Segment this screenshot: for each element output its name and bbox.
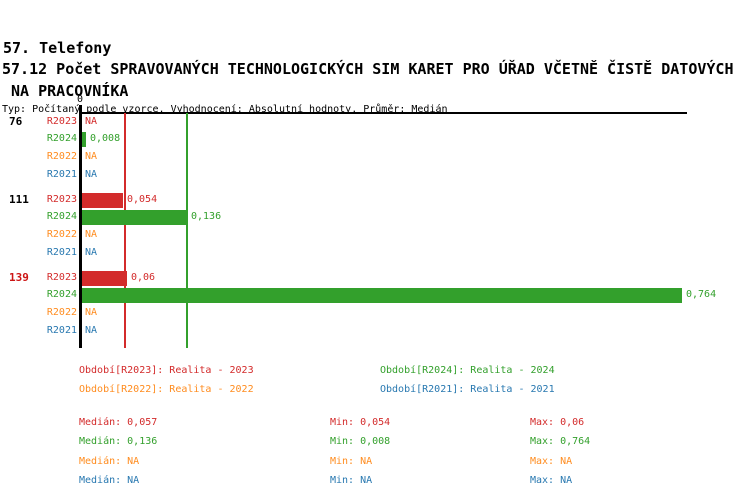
bar-value-label-R2022: NA [85, 229, 98, 240]
bar-R2023 [82, 271, 127, 286]
stat-min-R2021: Min: NA [330, 475, 373, 486]
bar-value-label-R2024: 0,764 [686, 289, 717, 300]
stat-min-R2024: Min: 0,008 [330, 436, 391, 447]
median-line-R2023 [124, 113, 126, 348]
row-label-R2021: R2021 [46, 169, 77, 180]
row-label-R2023: R2023 [46, 116, 77, 127]
group-label-76: 76 [9, 115, 23, 128]
bar-R2023 [82, 193, 123, 208]
indicator-title-line1: 57.12 Počet SPRAVOVANÝCH TECHNOLOGICKÝCH… [2, 22, 734, 97]
row-label-R2024: R2024 [46, 133, 77, 144]
bar-value-label-R2024: 0,136 [191, 211, 222, 222]
legend-item-R2024: Období[R2024]: Realita - 2024 [380, 365, 555, 376]
row-label-R2024: R2024 [46, 289, 77, 300]
row-label-R2023: R2023 [46, 272, 77, 283]
bar-value-label-R2023: 0,06 [131, 272, 156, 283]
stat-min-R2023: Min: 0,054 [330, 417, 391, 428]
median-line-R2024 [186, 113, 188, 348]
bar-value-label-R2023: 0,054 [127, 194, 158, 205]
row-label-R2021: R2021 [46, 247, 77, 258]
stat-max-R2022: Max: NA [530, 456, 573, 467]
bar-value-label-R2021: NA [85, 247, 98, 258]
x-axis-line [79, 112, 687, 114]
row-label-R2022: R2022 [46, 229, 77, 240]
row-label-R2021: R2021 [46, 325, 77, 336]
row-label-R2023: R2023 [46, 194, 77, 205]
stat-median-R2022: Medián: NA [79, 456, 140, 467]
indicator-title-text2: NA PRACOVNÍKA [2, 82, 129, 100]
stat-max-R2024: Max: 0,764 [530, 436, 591, 447]
x-axis-zero-label: 0 [76, 94, 84, 105]
chapter-title: 57. Telefony [3, 1, 111, 76]
legend-item-R2022: Období[R2022]: Realita - 2022 [79, 384, 254, 395]
group-label-111: 111 [9, 193, 29, 206]
row-label-R2024: R2024 [46, 211, 77, 222]
indicator-title-line2: NA PRACOVNÍKA [2, 44, 128, 119]
stat-median-R2023: Medián: 0,057 [79, 417, 158, 428]
bar-value-label-R2021: NA [85, 325, 98, 336]
indicator-meta-text: Typ: Počítaný podle vzorce, Vyhodnocení:… [2, 104, 448, 115]
y-axis-line [79, 105, 82, 348]
bar-value-label-R2021: NA [85, 169, 98, 180]
legend-item-R2021: Období[R2021]: Realita - 2021 [380, 384, 555, 395]
bar-value-label-R2022: NA [85, 151, 98, 162]
indicator-meta: Typ: Počítaný podle vzorce, Vyhodnocení:… [2, 66, 448, 135]
stat-max-R2021: Max: NA [530, 475, 573, 486]
bar-R2024 [82, 288, 682, 303]
bar-value-label-R2022: NA [85, 307, 98, 318]
stat-min-R2022: Min: NA [330, 456, 373, 467]
stat-median-R2021: Medián: NA [79, 475, 140, 486]
bar-R2024 [82, 210, 187, 225]
bar-value-label-R2023: NA [85, 116, 98, 127]
stat-max-R2023: Max: 0,06 [530, 417, 585, 428]
group-label-139: 139 [9, 271, 29, 284]
row-label-R2022: R2022 [46, 151, 77, 162]
indicator-title-text1: 57.12 Počet SPRAVOVANÝCH TECHNOLOGICKÝCH… [2, 60, 734, 78]
bar-R2024 [82, 132, 86, 147]
bar-value-label-R2024: 0,008 [90, 133, 121, 144]
stat-median-R2024: Medián: 0,136 [79, 436, 158, 447]
legend-item-R2023: Období[R2023]: Realita - 2023 [79, 365, 254, 376]
chapter-title-text: 57. Telefony [3, 39, 112, 57]
row-label-R2022: R2022 [46, 307, 77, 318]
